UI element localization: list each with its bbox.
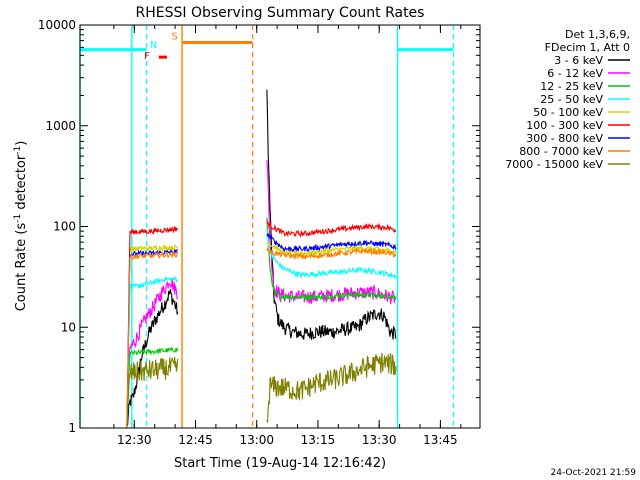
series-line-3-6-kev [266, 89, 397, 340]
series-line-300-800-kev [266, 232, 397, 253]
plot-area: S NF [79, 25, 455, 429]
legend-label-6-12-kev: 6 - 12 keV [547, 67, 603, 80]
series-line-800-7000-kev [126, 250, 179, 429]
flag-label: N [150, 40, 157, 51]
x-tick-label: 12:30 [117, 433, 152, 447]
y-tick-label: 1 [68, 421, 76, 435]
series-line-6-12-kev [126, 279, 179, 426]
series-line-300-800-kev [126, 249, 179, 429]
legend-label-12-25-kev: 12 - 25 keV [540, 80, 603, 93]
series-line-50-100-kev [126, 244, 178, 428]
y-tick-label: 10000 [38, 18, 76, 32]
flag-label: F [144, 51, 150, 62]
legend-label-7000-15000-kev: 7000 - 15000 keV [505, 158, 603, 171]
legend-header-line-1: Det 1,3,6,9, [565, 28, 630, 41]
x-tick-label: 12:45 [178, 433, 213, 447]
series-line-100-300-kev [266, 220, 397, 239]
series-line-7000-15000-kev [126, 356, 179, 421]
x-axis: 12:30 12:45 13:00 13:15 13:30 13:45 [113, 25, 462, 447]
legend-label-100-300-kev: 100 - 300 keV [526, 119, 603, 132]
y-tick-label: 1000 [45, 119, 76, 133]
legend-label-300-800-kev: 300 - 800 keV [526, 132, 603, 145]
legend-label-25-50-kev: 25 - 50 keV [540, 93, 603, 106]
footer-timestamp: 24-Oct-2021 21:59 [551, 468, 637, 478]
series-line-12-25-kev [126, 346, 179, 426]
series-line-800-7000-kev [266, 246, 397, 261]
flag-label: S [172, 31, 178, 42]
x-tick-label: 13:15 [301, 433, 336, 447]
series-line-3-6-kev [126, 289, 179, 427]
x-tick-label: 13:30 [362, 433, 397, 447]
legend-label-50-100-kev: 50 - 100 keV [533, 106, 603, 119]
y-axis: 1 10 100 1000 10000 [38, 18, 480, 435]
legend-label-3-6-kev: 3 - 6 keV [554, 54, 603, 67]
series-line-12-25-kev [266, 217, 397, 302]
x-tick-label: 13:45 [423, 433, 458, 447]
chart-title: RHESSI Observing Summary Count Rates [136, 5, 425, 21]
x-axis-label: Start Time (19-Aug-14 12:16:42) [174, 456, 386, 471]
legend-label-800-7000-kev: 800 - 7000 keV [519, 145, 603, 158]
y-tick-label: 10 [61, 320, 76, 334]
legend-header-line-2: FDecim 1, Att 0 [545, 41, 630, 54]
legend: Det 1,3,6,9, FDecim 1, Att 0 3 - 6 keV6 … [505, 28, 630, 171]
series-line-25-50-kev [266, 229, 397, 279]
y-axis-label: Count Rate (s-1 detector-1) [13, 141, 29, 312]
y-tick-label: 100 [53, 220, 76, 234]
x-tick-label: 13:00 [239, 433, 274, 447]
series-line-25-50-kev [126, 275, 179, 429]
series-line-7000-15000-kev [266, 352, 397, 423]
series-line-100-300-kev [126, 225, 179, 429]
